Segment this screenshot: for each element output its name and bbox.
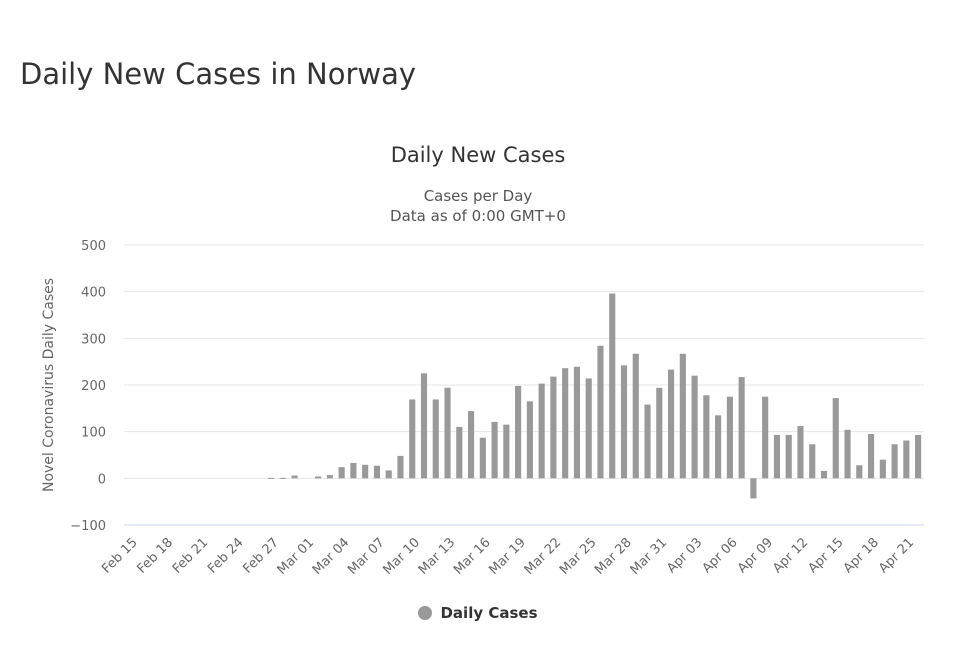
bar [773,434,780,479]
bar [856,465,863,479]
x-tick-label: Feb 24 [205,535,247,577]
bar [562,368,569,479]
x-tick-label: Mar 01 [275,535,318,578]
bar [903,440,910,479]
bar [620,365,628,479]
bar [609,293,616,479]
x-tick-label: Apr 21 [876,535,917,576]
y-axis-title: Novel Coronavirus Daily Cases [41,278,57,492]
x-tick-label: Mar 28 [592,535,635,578]
bar [503,424,510,479]
x-tick-label: Mar 13 [416,535,459,578]
bar [891,444,898,479]
x-tick-label: Feb 27 [240,535,282,577]
bar [726,396,733,479]
bar [420,373,428,479]
bar [479,437,486,479]
y-tick-label: −100 [70,519,106,534]
bar [656,387,663,479]
chart-subtitle: Cases per Day Data as of 0:00 GMT+0 [0,186,956,226]
legend-label: Daily Cases [440,604,538,622]
bar [750,478,757,499]
x-tick-label: Mar 31 [628,535,671,578]
legend-item-daily-cases[interactable]: Daily Cases [418,604,538,622]
bar [573,366,580,479]
bar [797,426,804,479]
x-tick-label: Apr 18 [841,535,882,576]
y-tick-label: 400 [81,286,106,301]
bar [362,464,369,479]
x-tick-label: Mar 07 [345,535,388,578]
bar [468,411,475,479]
bar [550,376,557,479]
bar [268,477,275,479]
bar [491,421,498,479]
bar [715,415,722,479]
bar [385,470,392,479]
bar [291,475,298,479]
x-tick-label: Apr 06 [700,535,741,576]
chart-subtitle-line: Cases per Day [423,187,533,205]
bar [785,434,792,479]
chart-title: Daily New Cases [390,143,566,167]
bar [703,395,710,479]
bar [338,467,345,479]
y-tick-label: 500 [81,239,106,254]
bar [432,399,439,479]
x-tick-label: Apr 15 [805,535,846,576]
bar [350,462,357,479]
bar [538,383,545,479]
x-tick-label: Mar 19 [486,535,529,578]
x-tick-label: Feb 15 [99,535,141,577]
x-tick-label: Mar 22 [522,535,565,578]
bar [326,475,333,479]
y-tick-label: 100 [81,426,106,441]
bar [279,477,286,479]
y-tick-label: 300 [81,332,106,347]
bar [738,377,745,479]
bar [762,396,769,479]
bar [644,404,651,479]
x-tick-label: Mar 16 [451,535,494,578]
bar [844,429,851,479]
bar [444,387,451,479]
bar [832,398,839,479]
bar [373,465,380,479]
bar [585,378,592,479]
y-tick-label: 200 [81,379,106,394]
x-tick-label: Feb 21 [170,535,212,577]
bar [879,459,886,479]
bar [397,455,404,479]
x-tick-label: Apr 12 [770,535,811,576]
legend-swatch-icon [418,606,433,620]
bar [597,345,604,479]
bar [456,427,463,479]
bar [691,375,698,479]
bar [809,444,816,479]
bar [526,401,533,479]
page-title: Daily New Cases in Norway [20,57,417,91]
bar [820,470,828,479]
bar [679,353,686,479]
chart-legend: Daily Cases [0,604,956,624]
bar [515,385,522,479]
x-tick-label: Mar 25 [557,535,600,578]
x-tick-label: Apr 09 [735,535,776,576]
bar [315,476,322,479]
y-tick-label: 0 [98,472,106,487]
chart-subtitle-line: Data as of 0:00 GMT+0 [390,207,566,225]
x-tick-label: Mar 04 [310,535,353,578]
bar [868,434,875,479]
bar [632,353,639,479]
x-tick-label: Mar 10 [380,535,423,578]
x-tick-label: Feb 18 [134,535,176,577]
bar [409,399,416,479]
bar [915,434,922,479]
bar [668,369,675,479]
x-tick-label: Apr 03 [664,535,705,576]
